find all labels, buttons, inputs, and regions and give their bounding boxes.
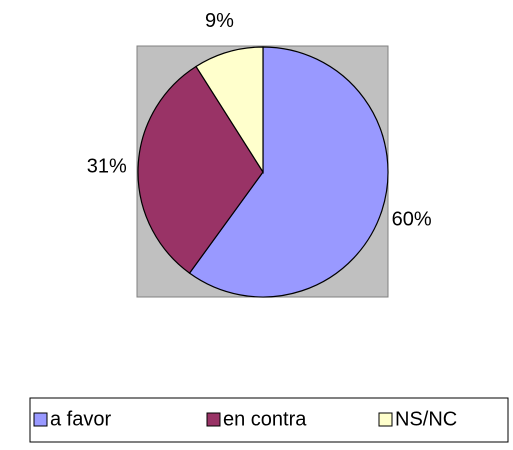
legend-swatch (206, 412, 221, 427)
data-label: 60% (392, 209, 432, 231)
legend-label: a favor (50, 408, 111, 430)
data-label: 9% (205, 10, 234, 32)
legend-swatch (378, 412, 393, 427)
pie-slice (188, 46, 389, 298)
legend-label: NS/NC (395, 408, 457, 430)
pie-slice (137, 65, 264, 274)
legend-label: en contra (223, 408, 307, 430)
legend (29, 397, 509, 443)
legend-swatch (33, 412, 48, 427)
pie-slice (195, 46, 264, 175)
data-label: 31% (87, 155, 127, 177)
